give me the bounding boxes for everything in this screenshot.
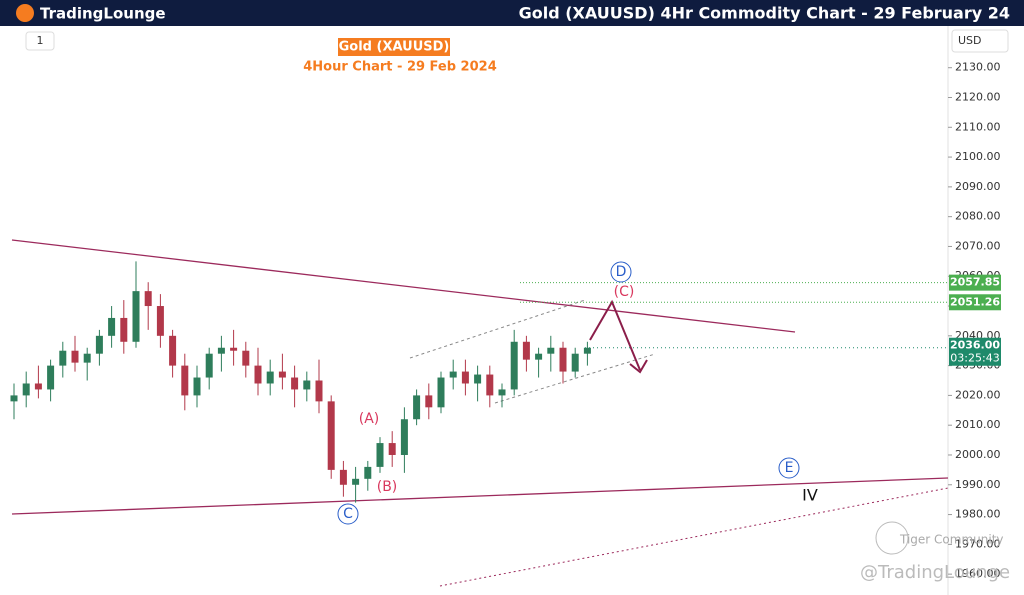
level-badge xyxy=(949,294,1001,311)
watermark-icon xyxy=(875,521,909,555)
candle-body xyxy=(571,353,579,372)
y-tick-label: 2070.00 xyxy=(955,239,1001,252)
watermark: Tiger Community xyxy=(899,533,1004,547)
last-price: 2036.00 xyxy=(950,339,1000,352)
candle-body xyxy=(486,374,494,396)
candle-body xyxy=(144,291,152,307)
lower-channel xyxy=(439,487,949,587)
candle-body xyxy=(10,395,18,402)
logo-icon xyxy=(16,4,34,22)
wave-label: (B) xyxy=(377,479,398,495)
countdown: 03:25:43 xyxy=(950,352,999,365)
candle-body xyxy=(461,371,469,384)
y-tick-label: 2000.00 xyxy=(955,448,1001,461)
y-tick-label: 1970.00 xyxy=(955,537,1001,550)
y-tick-label: 2090.00 xyxy=(955,180,1001,193)
header-title: Gold (XAUUSD) 4Hr Commodity Chart - 29 F… xyxy=(519,4,1010,23)
candle-body xyxy=(535,353,543,360)
projection-arrow xyxy=(589,299,648,374)
candle-body xyxy=(278,371,286,378)
watermark: @TradingLounge xyxy=(860,562,1010,583)
candle-body xyxy=(156,306,164,336)
y-tick-label: 1980.00 xyxy=(955,508,1001,521)
candle-body xyxy=(169,335,177,366)
candle-body xyxy=(583,347,591,354)
channel xyxy=(409,299,656,404)
candle-body xyxy=(217,347,225,354)
candle-body xyxy=(413,395,421,420)
level-label: 2051.26 xyxy=(950,295,1000,308)
candle-body xyxy=(108,317,116,336)
chart-title: Gold (XAUUSD) xyxy=(339,40,450,55)
y-tick-label: 2100.00 xyxy=(955,150,1001,163)
candle-body xyxy=(266,371,274,384)
y-tick-label: 2120.00 xyxy=(955,90,1001,103)
candle-body xyxy=(303,380,311,390)
y-tick-label: 1960.00 xyxy=(955,567,1001,580)
candle-body xyxy=(254,365,262,384)
candle-body xyxy=(388,443,396,455)
candle-body xyxy=(352,478,360,485)
chart-subtitle: 4Hour Chart - 29 Feb 2024 xyxy=(303,60,497,75)
header-bar xyxy=(0,0,1024,26)
level-label: 2057.85 xyxy=(950,276,1000,289)
y-tick-label: 2010.00 xyxy=(955,418,1001,431)
y-tick-label: 2110.00 xyxy=(955,120,1001,133)
y-tick-label: 2020.00 xyxy=(955,388,1001,401)
candle-body xyxy=(547,347,555,354)
level-badge xyxy=(949,274,1001,291)
candle-body xyxy=(193,377,201,396)
wave-label: IV xyxy=(802,486,818,505)
wave-circle xyxy=(337,503,359,525)
y-tick-label: 1990.00 xyxy=(955,478,1001,491)
candle-body xyxy=(498,389,506,396)
candle-body xyxy=(181,365,189,396)
candle-body xyxy=(71,350,79,363)
candle-body xyxy=(315,380,323,402)
candle-body xyxy=(425,395,433,408)
candle-body xyxy=(364,466,372,479)
candle-body xyxy=(474,374,482,384)
candle-body xyxy=(132,291,140,342)
candle-body xyxy=(339,469,347,485)
y-tick-label: 2080.00 xyxy=(955,210,1001,223)
last-price-badge xyxy=(949,337,1001,366)
candle-body xyxy=(205,353,213,378)
candle-body xyxy=(59,350,67,366)
wave-label: C xyxy=(343,506,353,522)
candle-body xyxy=(242,350,250,366)
candle-body xyxy=(510,341,518,390)
candle-body xyxy=(120,317,128,342)
candle-body xyxy=(559,347,567,372)
title-box xyxy=(338,38,450,56)
candle-body xyxy=(522,341,530,360)
currency: USD xyxy=(958,34,982,47)
candle-body xyxy=(327,401,335,470)
interval: 1 xyxy=(37,34,44,47)
candle-body xyxy=(95,335,103,354)
interval-button[interactable] xyxy=(25,31,55,51)
candle-body xyxy=(437,377,445,408)
candle-body xyxy=(449,371,457,378)
candle-body xyxy=(22,383,30,396)
wave-circle xyxy=(778,457,800,479)
currency-button[interactable] xyxy=(951,29,1009,53)
wave-circle xyxy=(610,261,632,283)
wave-label: D xyxy=(616,264,627,280)
candle-body xyxy=(291,377,299,390)
wave-label: (C) xyxy=(614,284,635,300)
logo: TradingLounge xyxy=(40,5,166,23)
candle-body xyxy=(34,383,42,390)
trendlines xyxy=(11,239,949,515)
candle-body xyxy=(47,365,55,390)
candle-body xyxy=(400,419,408,455)
wave-label: E xyxy=(785,460,794,476)
wave-label: (A) xyxy=(359,411,380,427)
candle-body xyxy=(83,353,91,363)
candle-body xyxy=(230,347,238,351)
y-tick-label: 2130.00 xyxy=(955,61,1001,74)
candle-body xyxy=(376,443,384,467)
